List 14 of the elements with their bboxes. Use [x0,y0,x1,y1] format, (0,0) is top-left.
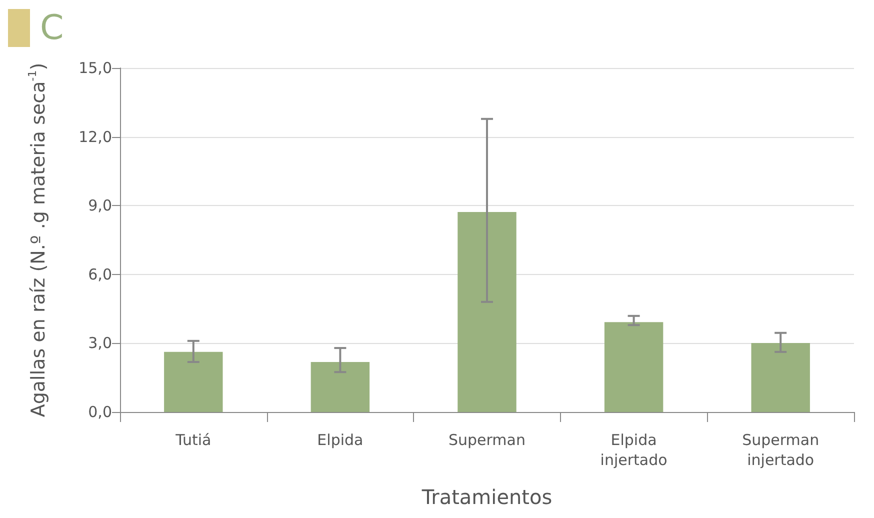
x-tick-label: Superman [448,431,526,449]
y-tick-label: 3,0 [88,334,112,352]
x-axis-title: Tratamientos [420,485,552,509]
x-tick-label: Superman injertado [742,431,820,469]
x-tick-label: Elpida [317,431,364,449]
y-tick-label: 15,0 [78,59,112,77]
y-tick-label: 9,0 [88,196,112,215]
x-tick-label: Elpida injertado [600,431,668,469]
y-tick-label: 12,0 [78,128,112,146]
chart-title: C [40,8,64,48]
y-axis-title: Agallas en raíz (N.º .g materia seca-1) [26,62,50,418]
y-tick-label: 6,0 [88,265,112,284]
x-tick-label: Tutiá [174,431,212,449]
y-tick-label: 0,0 [88,403,112,421]
